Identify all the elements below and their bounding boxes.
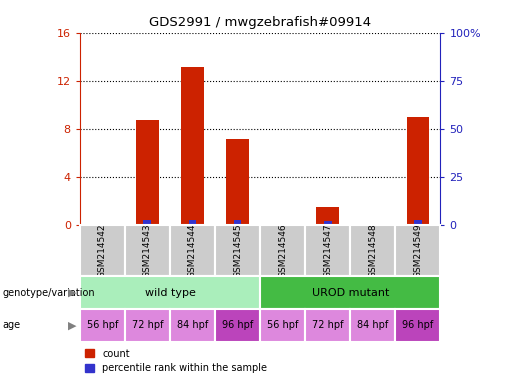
Text: 84 hpf: 84 hpf xyxy=(177,320,208,331)
Text: GSM214545: GSM214545 xyxy=(233,223,242,278)
Title: GDS2991 / mwgzebrafish#09914: GDS2991 / mwgzebrafish#09914 xyxy=(149,16,371,29)
Bar xyxy=(260,309,305,342)
Text: GSM214543: GSM214543 xyxy=(143,223,152,278)
Text: 96 hpf: 96 hpf xyxy=(222,320,253,331)
Text: 56 hpf: 56 hpf xyxy=(267,320,298,331)
Text: 84 hpf: 84 hpf xyxy=(357,320,388,331)
Bar xyxy=(350,309,396,342)
Bar xyxy=(316,207,339,225)
Bar xyxy=(305,225,350,276)
Text: GSM214548: GSM214548 xyxy=(368,223,377,278)
Bar xyxy=(350,225,396,276)
Text: 72 hpf: 72 hpf xyxy=(312,320,344,331)
Text: GSM214546: GSM214546 xyxy=(278,223,287,278)
Bar xyxy=(414,220,422,225)
Text: ▶: ▶ xyxy=(68,320,76,331)
Bar xyxy=(396,225,440,276)
Text: wild type: wild type xyxy=(145,288,195,298)
Text: UROD mutant: UROD mutant xyxy=(312,288,389,298)
Bar xyxy=(215,309,260,342)
Bar xyxy=(80,276,260,309)
Bar xyxy=(396,309,440,342)
Bar xyxy=(324,221,332,225)
Bar xyxy=(188,220,196,225)
Bar xyxy=(260,225,305,276)
Bar xyxy=(406,117,429,225)
Text: age: age xyxy=(3,320,21,331)
Bar xyxy=(144,220,151,225)
Bar xyxy=(170,309,215,342)
Bar xyxy=(170,225,215,276)
Text: GSM214544: GSM214544 xyxy=(188,223,197,278)
Bar xyxy=(125,225,170,276)
Bar xyxy=(136,120,159,225)
Text: genotype/variation: genotype/variation xyxy=(3,288,95,298)
Bar xyxy=(226,139,249,225)
Text: 72 hpf: 72 hpf xyxy=(132,320,163,331)
Bar xyxy=(80,225,125,276)
Text: GSM214549: GSM214549 xyxy=(414,223,422,278)
Text: GSM214547: GSM214547 xyxy=(323,223,332,278)
Text: 96 hpf: 96 hpf xyxy=(402,320,434,331)
Bar xyxy=(260,276,440,309)
Bar xyxy=(125,309,170,342)
Bar xyxy=(215,225,260,276)
Text: GSM214542: GSM214542 xyxy=(98,223,107,278)
Text: 56 hpf: 56 hpf xyxy=(87,320,118,331)
Legend: count, percentile rank within the sample: count, percentile rank within the sample xyxy=(84,349,267,373)
Bar xyxy=(80,309,125,342)
Bar xyxy=(234,220,242,225)
Bar xyxy=(305,309,350,342)
Text: ▶: ▶ xyxy=(68,288,76,298)
Bar xyxy=(181,68,204,225)
